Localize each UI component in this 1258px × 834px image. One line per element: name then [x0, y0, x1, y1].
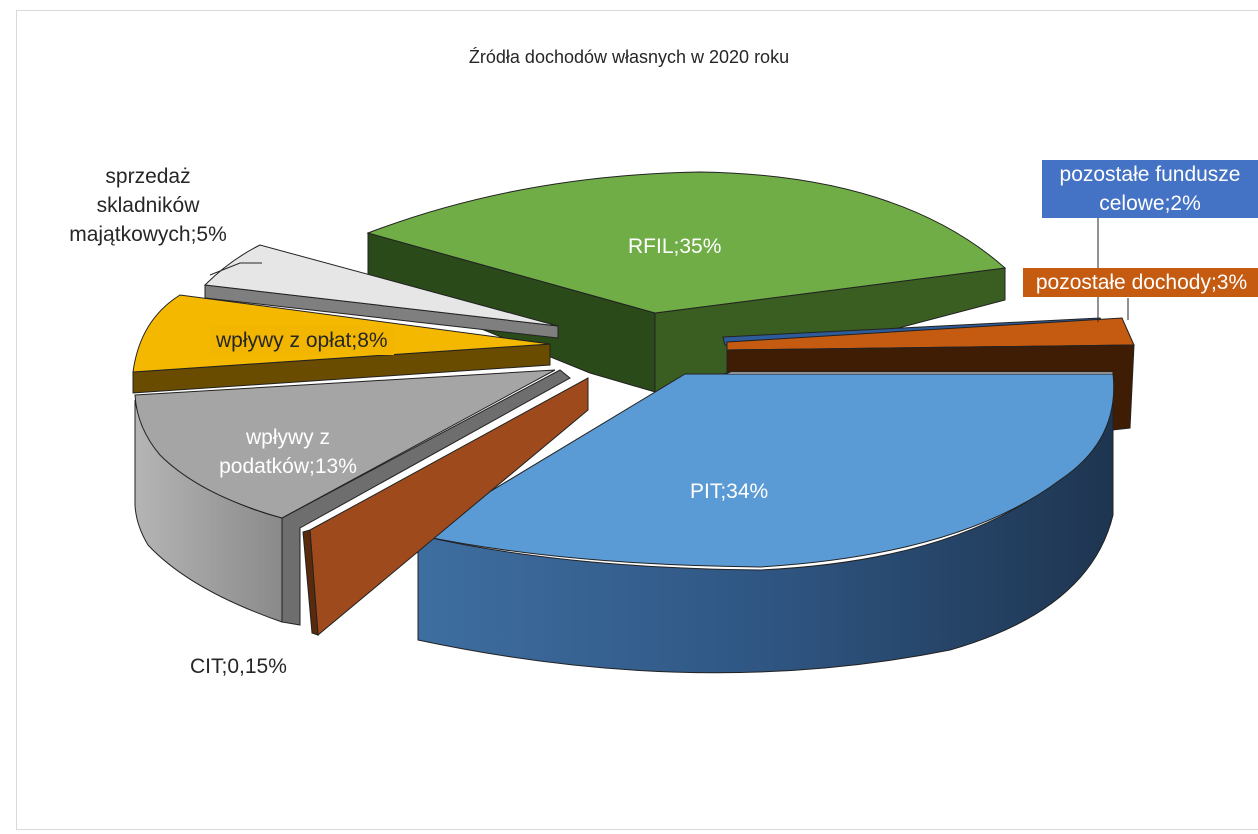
data-label-fundusze-line2: celowe;2%	[1099, 192, 1201, 215]
data-label-podatki: wpływy z podatków;13%	[208, 423, 368, 481]
leader-line-sprzedaz	[209, 262, 262, 276]
data-label-fundusze: pozostałe fundusze celowe;2%	[1042, 160, 1258, 218]
pie-slice-pit	[416, 371, 1115, 674]
pie-slice-sprzedaz	[203, 244, 559, 339]
pie-slice-podatki	[134, 369, 571, 626]
data-label-rfil: RFIL;35%	[628, 235, 722, 258]
data-label-podatki-line2: podatków;13%	[219, 455, 357, 478]
data-label-pit: PIT;34%	[690, 480, 769, 503]
data-label-sprzedaz-line2: skladników	[96, 194, 200, 217]
chart-title: Źródła dochodów własnych w 2020 roku	[468, 47, 790, 67]
data-label-sprzedaz-line1: sprzedaż	[105, 165, 191, 188]
data-label-cit: CIT;0,15%	[190, 655, 287, 678]
data-label-sprzedaz-line3: majątkowych;5%	[69, 223, 227, 246]
pie-slice-cit	[302, 377, 589, 637]
data-label-dochody: pozostałe dochody;3%	[1023, 268, 1258, 297]
data-label-sprzedaz: sprzedaż skladników majątkowych;5%	[48, 162, 248, 249]
data-label-podatki-line1: wpływy z	[245, 426, 330, 449]
data-label-fundusze-line1: pozostałe fundusze	[1059, 163, 1241, 186]
data-label-oplaty: wpływy z opłat;8%	[210, 326, 394, 355]
